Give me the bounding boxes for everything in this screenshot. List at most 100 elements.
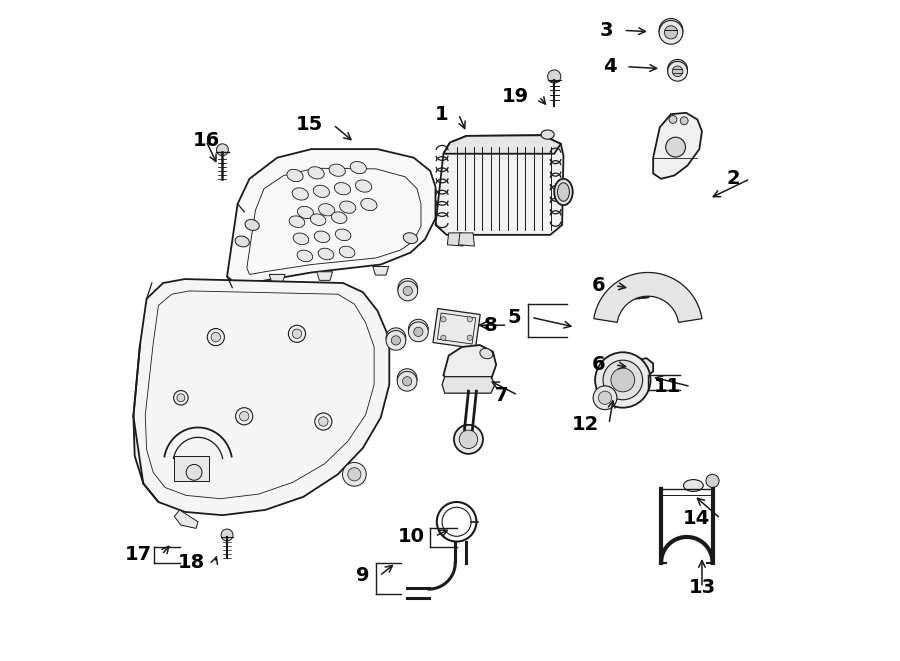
Circle shape (459, 430, 478, 449)
Ellipse shape (356, 180, 372, 192)
Circle shape (397, 369, 417, 389)
Text: 12: 12 (572, 414, 599, 434)
Circle shape (236, 408, 253, 425)
Circle shape (343, 463, 366, 486)
Text: 19: 19 (502, 87, 529, 106)
Bar (433, 309, 481, 348)
Circle shape (386, 328, 406, 348)
Circle shape (239, 412, 249, 421)
Circle shape (414, 327, 423, 336)
Circle shape (397, 371, 417, 391)
Polygon shape (447, 233, 464, 246)
Polygon shape (459, 233, 474, 246)
Ellipse shape (339, 246, 355, 258)
Circle shape (659, 20, 683, 44)
Circle shape (398, 278, 418, 298)
Circle shape (212, 332, 220, 342)
Circle shape (706, 475, 719, 487)
Ellipse shape (557, 182, 570, 201)
Ellipse shape (292, 188, 309, 200)
Circle shape (402, 377, 411, 386)
Ellipse shape (331, 212, 347, 223)
Text: 18: 18 (177, 553, 204, 572)
Polygon shape (444, 345, 496, 387)
Text: 11: 11 (653, 377, 681, 396)
Ellipse shape (361, 198, 377, 211)
Text: 14: 14 (683, 509, 710, 528)
Text: 5: 5 (508, 308, 521, 327)
Ellipse shape (403, 233, 418, 244)
Circle shape (207, 329, 224, 346)
Polygon shape (444, 136, 561, 154)
Text: 8: 8 (484, 316, 498, 334)
Text: 3: 3 (600, 21, 614, 40)
Polygon shape (269, 274, 285, 283)
Circle shape (672, 66, 683, 77)
Polygon shape (442, 377, 495, 393)
Circle shape (386, 330, 406, 350)
Circle shape (664, 26, 678, 39)
Circle shape (403, 286, 412, 295)
Circle shape (454, 425, 483, 454)
Circle shape (659, 19, 683, 42)
Text: 6: 6 (591, 356, 605, 374)
Circle shape (598, 391, 612, 405)
Circle shape (174, 391, 188, 405)
Circle shape (680, 117, 688, 125)
Circle shape (668, 61, 688, 81)
Polygon shape (653, 113, 702, 178)
Ellipse shape (308, 167, 324, 179)
Ellipse shape (336, 229, 351, 241)
Ellipse shape (541, 130, 554, 139)
Ellipse shape (554, 178, 572, 205)
Circle shape (409, 319, 428, 339)
Polygon shape (317, 272, 333, 280)
Circle shape (217, 144, 229, 156)
Text: 16: 16 (193, 131, 220, 150)
Polygon shape (373, 266, 389, 275)
Circle shape (288, 325, 305, 342)
Ellipse shape (329, 164, 346, 176)
Circle shape (441, 317, 446, 322)
Circle shape (669, 116, 677, 124)
Ellipse shape (339, 201, 356, 214)
Circle shape (668, 59, 688, 79)
Ellipse shape (350, 161, 366, 174)
Bar (437, 313, 476, 344)
Circle shape (467, 335, 472, 340)
Circle shape (467, 317, 472, 322)
Ellipse shape (319, 204, 335, 216)
Polygon shape (175, 510, 198, 528)
Ellipse shape (314, 231, 329, 243)
Ellipse shape (297, 250, 312, 262)
Ellipse shape (293, 233, 309, 245)
Text: 2: 2 (726, 169, 740, 188)
Circle shape (409, 322, 428, 342)
Circle shape (398, 281, 418, 301)
Circle shape (547, 70, 561, 83)
Text: 9: 9 (356, 566, 370, 586)
Polygon shape (227, 149, 436, 286)
Circle shape (593, 386, 616, 410)
Ellipse shape (683, 480, 703, 491)
Ellipse shape (480, 348, 492, 359)
Text: 13: 13 (688, 578, 716, 598)
Ellipse shape (245, 219, 259, 231)
Circle shape (221, 529, 233, 541)
Polygon shape (625, 276, 656, 299)
Ellipse shape (289, 216, 305, 227)
Circle shape (186, 465, 202, 481)
Ellipse shape (313, 185, 329, 198)
Circle shape (611, 368, 634, 392)
Circle shape (595, 352, 651, 408)
Circle shape (319, 417, 328, 426)
Ellipse shape (335, 182, 351, 195)
Circle shape (603, 360, 643, 400)
Polygon shape (133, 279, 390, 515)
Circle shape (666, 137, 686, 157)
Ellipse shape (235, 236, 249, 247)
Text: 4: 4 (603, 57, 616, 76)
Text: 15: 15 (296, 115, 323, 134)
Text: 10: 10 (398, 527, 425, 546)
Text: 7: 7 (494, 385, 508, 405)
